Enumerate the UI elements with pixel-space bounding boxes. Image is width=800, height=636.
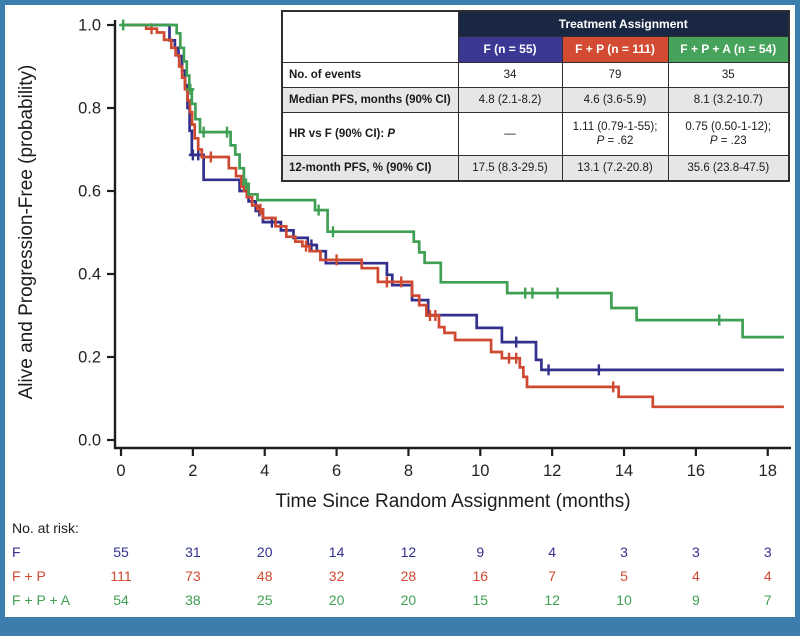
hr-label-text: HR vs F (90% CI): [289, 127, 388, 140]
x-tick-label: 10 [471, 462, 489, 480]
risk-count: 9 [476, 544, 484, 560]
risk-count: 4 [548, 544, 556, 560]
hr-fpa: 0.75 (0.50-1-12); P = .23 [667, 112, 790, 156]
risk-count: 20 [329, 592, 345, 608]
risk-count: 14 [329, 544, 345, 560]
risk-count: 16 [473, 568, 489, 584]
x-tick-label: 16 [687, 462, 705, 480]
hr-fp-pvalue: P = .62 [596, 135, 634, 147]
risk-row-label: F + P [12, 568, 46, 584]
hr-fp-value: 1.11 (0.79-1-55); [572, 120, 658, 133]
y-tick-label: 0.2 [78, 349, 101, 367]
y-tick-label: 1.0 [78, 17, 101, 35]
risk-count: 12 [544, 592, 560, 608]
risk-count: 9 [692, 592, 700, 608]
risk-count: 32 [329, 568, 345, 584]
events-f: 34 [457, 62, 563, 88]
x-tick-label: 4 [260, 462, 269, 480]
events-fpa: 35 [667, 62, 790, 88]
risk-count: 20 [401, 592, 417, 608]
table-row: No. of events 34 79 35 [281, 62, 790, 88]
y-tick-label: 0.8 [78, 100, 101, 118]
risk-row-label: F + P + A [12, 592, 71, 608]
arm-header-fpa: F + P + A (n = 54) [667, 36, 790, 63]
median-pfs-fp: 4.6 (3.6-5.9) [561, 87, 669, 113]
risk-count: 28 [401, 568, 417, 584]
x-tick-label: 14 [615, 462, 633, 480]
arm-header-f: F (n = 55) [457, 36, 563, 63]
no-at-risk-label: No. at risk: [12, 520, 79, 536]
risk-count: 15 [473, 592, 489, 608]
hr-fpa-pvalue: P = .23 [709, 135, 747, 147]
risk-count: 54 [113, 592, 129, 608]
risk-count: 12 [401, 544, 417, 560]
stats-table-corner-cell [281, 10, 459, 63]
table-row: Median PFS, months (90% CI) 4.8 (2.1-8.2… [281, 87, 790, 113]
risk-count: 48 [257, 568, 273, 584]
x-tick-label: 8 [404, 462, 413, 480]
risk-count: 55 [113, 544, 129, 560]
arm-header-fp: F + P (n = 111) [561, 36, 669, 63]
pfs12-fpa: 35.6 (23.8-47.5) [667, 155, 790, 182]
x-tick-label: 12 [543, 462, 561, 480]
row-label-hr: HR vs F (90% CI): P [281, 112, 459, 156]
hr-label-p-italic: P [387, 127, 396, 140]
y-tick-label: 0.0 [78, 432, 101, 450]
risk-count: 31 [185, 544, 201, 560]
y-axis-title: Alive and Progression-Free (probability) [16, 65, 37, 400]
risk-count: 3 [692, 544, 700, 560]
row-label-events: No. of events [281, 62, 459, 88]
table-row: HR vs F (90% CI): P — 1.11 (0.79-1-55); … [281, 112, 790, 156]
events-fp: 79 [561, 62, 669, 88]
risk-count: 4 [692, 568, 700, 584]
risk-count: 111 [110, 568, 131, 584]
treatment-assignment-header: Treatment Assignment [457, 10, 790, 37]
row-label-median-pfs: Median PFS, months (90% CI) [281, 87, 459, 113]
hr-f: — [457, 112, 563, 156]
x-axis-title: Time Since Random Assignment (months) [275, 491, 630, 512]
table-row: 12-month PFS, % (90% CI) 17.5 (8.3-29.5)… [281, 155, 790, 182]
y-tick-label: 0.4 [78, 266, 101, 284]
risk-count: 20 [257, 544, 273, 560]
median-pfs-f: 4.8 (2.1-8.2) [457, 87, 563, 113]
treatment-stats-table: Treatment Assignment F (n = 55) F + P (n… [281, 10, 790, 182]
km-curve-fp [121, 23, 784, 409]
x-tick-label: 2 [188, 462, 197, 480]
hr-fpa-value: 0.75 (0.50-1-12); [685, 120, 772, 133]
risk-count: 3 [764, 544, 772, 560]
median-pfs-fpa: 8.1 (3.2-10.7) [667, 87, 790, 113]
x-tick-label: 6 [332, 462, 341, 480]
pfs12-fp: 13.1 (7.2-20.8) [561, 155, 669, 182]
x-tick-label: 0 [116, 462, 125, 480]
risk-count: 4 [764, 568, 772, 584]
risk-count: 7 [764, 592, 772, 608]
risk-count: 7 [548, 568, 556, 584]
pfs12-f: 17.5 (8.3-29.5) [457, 155, 563, 182]
hr-fp: 1.11 (0.79-1-55); P = .62 [561, 112, 669, 156]
risk-count: 5 [620, 568, 628, 584]
risk-row-label: F [12, 544, 21, 560]
risk-count: 25 [257, 592, 273, 608]
row-label-12month-pfs: 12-month PFS, % (90% CI) [281, 155, 459, 182]
risk-count: 10 [616, 592, 632, 608]
risk-count: 3 [620, 544, 628, 560]
risk-count: 73 [185, 568, 201, 584]
y-tick-label: 0.6 [78, 183, 101, 201]
risk-count: 38 [185, 592, 201, 608]
x-tick-label: 18 [759, 462, 777, 480]
